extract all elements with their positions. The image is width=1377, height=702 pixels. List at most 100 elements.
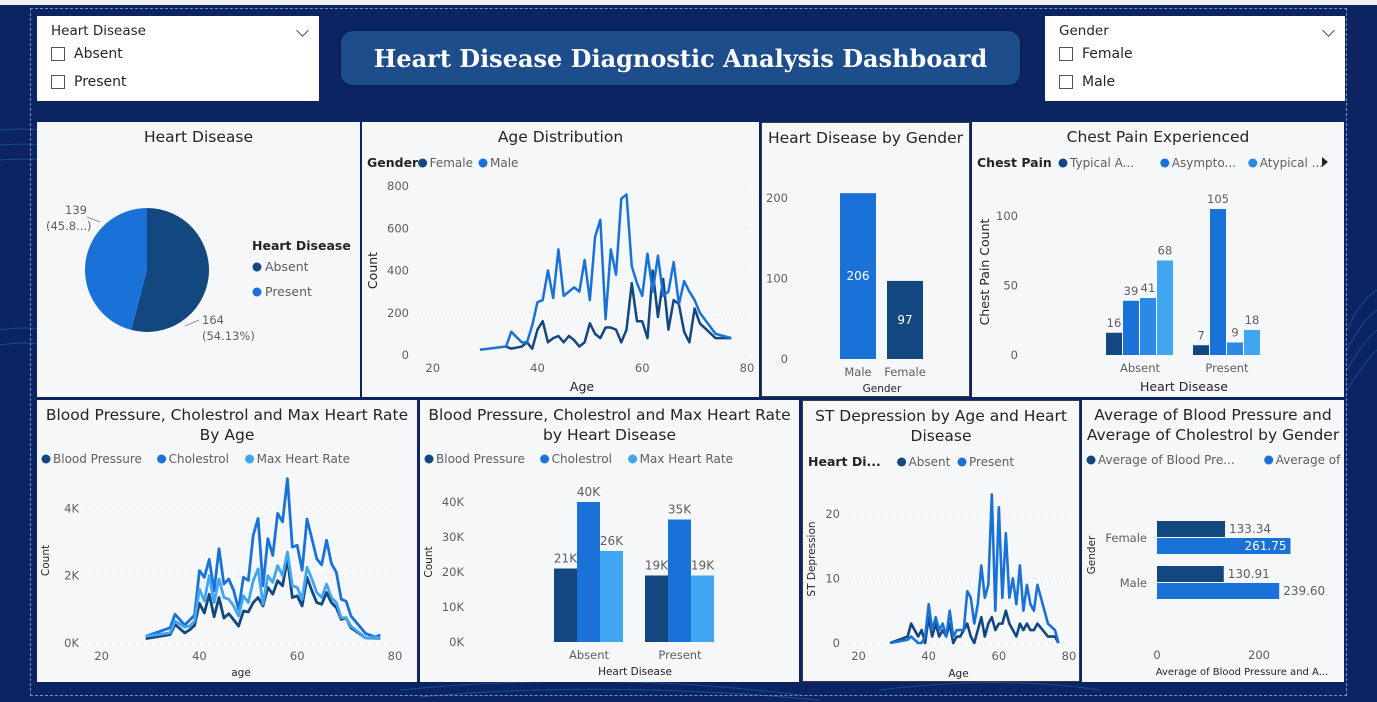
y-tick-label: 200 bbox=[766, 191, 788, 205]
data-label: 16 bbox=[1107, 316, 1122, 330]
pie-chart: 164 (54.13%) 139 (45.8...) Heart Disease Abs… bbox=[46, 203, 351, 343]
pie-slice-absent bbox=[131, 208, 210, 332]
series-line-present bbox=[889, 493, 1060, 645]
legend-marker bbox=[245, 454, 255, 464]
slicer-option-absent[interactable]: Absent bbox=[51, 46, 123, 62]
legend-label: Average of Ch... bbox=[1276, 453, 1344, 467]
data-label: 40K bbox=[577, 485, 601, 499]
legend-marker bbox=[157, 454, 167, 464]
legend-label: Present bbox=[265, 284, 312, 299]
y-tick-label: 20 bbox=[825, 507, 840, 521]
chart-title-line-2: By Age bbox=[199, 426, 255, 444]
bar-absent bbox=[1106, 332, 1122, 355]
y-tick-label: Female bbox=[1105, 531, 1147, 545]
x-tick-label: Absent bbox=[569, 648, 610, 662]
bar-present bbox=[1227, 342, 1243, 355]
chart-title-line-1: Blood Pressure, Cholestrol and Max Heart… bbox=[45, 406, 409, 424]
legend-label: Atypical ... bbox=[1260, 156, 1323, 170]
card-heart-disease-pie[interactable]: Heart Disease 164 (54.13%) 139 (45.8...) He… bbox=[37, 122, 360, 397]
slicer-option-male[interactable]: Male bbox=[1059, 74, 1115, 90]
data-label: 26K bbox=[600, 534, 624, 548]
chevron-down-icon[interactable] bbox=[296, 24, 309, 37]
data-label: 41 bbox=[1141, 281, 1156, 295]
bar-present bbox=[691, 575, 714, 642]
pie-slice-present bbox=[85, 208, 147, 330]
bar-female bbox=[1157, 521, 1226, 537]
data-label: (45.8...) bbox=[46, 219, 92, 233]
legend-title: Heart Di... bbox=[808, 454, 881, 469]
legend-label: Cholestrol bbox=[169, 452, 229, 466]
card-bp-chol-hr-by-age[interactable]: Blood Pressure, Cholestrol and Max Heart… bbox=[37, 400, 417, 682]
x-axis-label: Age bbox=[570, 379, 594, 394]
bar-absent bbox=[1140, 298, 1156, 355]
card-bp-chol-hr-by-heart-disease[interactable]: Blood Pressure, Cholestrol and Max Heart… bbox=[420, 400, 799, 682]
card-age-distribution[interactable]: Age Distribution Gender Female Male 0 200 400… bbox=[362, 122, 759, 397]
legend-label: Max Heart Rate bbox=[640, 452, 733, 466]
series-line-male bbox=[479, 193, 732, 351]
chart-title-line-1: ST Depression by Age and Heart bbox=[815, 407, 1067, 425]
legend-label: Average of Blood Pre... bbox=[1098, 453, 1235, 467]
y-tick-label: 0K bbox=[64, 636, 79, 650]
card-st-depression[interactable]: ST Depression by Age and Heart Disease H… bbox=[802, 400, 1080, 682]
bar-present bbox=[1193, 345, 1209, 355]
checkbox[interactable] bbox=[1059, 75, 1073, 89]
slicer-option-label: Female bbox=[1082, 46, 1133, 62]
slicer-option-female[interactable]: Female bbox=[1059, 46, 1133, 62]
data-label: 19K bbox=[645, 559, 669, 573]
card-heart-disease-by-gender[interactable]: Heart Disease by Gender 0 100 200 206 Male 97… bbox=[761, 122, 970, 397]
canvas-border bbox=[30, 8, 1347, 696]
checkbox[interactable] bbox=[1059, 47, 1073, 61]
x-tick-label: 80 bbox=[388, 649, 403, 663]
checkbox[interactable] bbox=[51, 47, 65, 61]
bar-female bbox=[887, 280, 923, 359]
data-label: 139 bbox=[65, 203, 87, 217]
y-tick-label: 4K bbox=[64, 501, 79, 515]
card-avg-bp-chol-by-gender[interactable]: Average of Blood Pressure and Average of… bbox=[1082, 400, 1344, 682]
x-tick-label: 20 bbox=[94, 649, 109, 663]
slicer-heart-disease[interactable]: Heart Disease Absent Present bbox=[37, 16, 319, 101]
chevron-down-icon[interactable] bbox=[1322, 24, 1335, 37]
y-tick-label: 100 bbox=[996, 209, 1018, 223]
data-label: (54.13%) bbox=[202, 329, 255, 343]
x-tick-label: 80 bbox=[1062, 649, 1077, 663]
gender-bar-chart: 0 100 200 206 Male 97 Female Gender bbox=[766, 191, 926, 395]
legend-marker bbox=[424, 454, 434, 464]
legend-title: Heart Disease bbox=[252, 238, 351, 253]
y-tick-label: 10K bbox=[442, 600, 465, 614]
legend-label: Cholestrol bbox=[552, 452, 612, 466]
x-tick-label: Present bbox=[1205, 361, 1249, 375]
series-line-cholestrol bbox=[145, 477, 381, 639]
checkbox[interactable] bbox=[51, 75, 65, 89]
legend-label: Blood Pressure bbox=[436, 452, 525, 466]
x-tick-label: Female bbox=[884, 365, 926, 379]
y-axis-label: Count bbox=[365, 252, 380, 289]
x-tick-label: 20 bbox=[851, 649, 866, 663]
bar-present bbox=[1244, 329, 1260, 355]
legend-marker bbox=[628, 454, 638, 464]
data-label: 206 bbox=[847, 269, 870, 283]
legend-marker bbox=[1264, 455, 1274, 465]
x-tick-label: Absent bbox=[1120, 361, 1161, 375]
chest-pain-chart: Chest Pain Typical A... Asympto... Atypical… bbox=[977, 155, 1328, 394]
chart-title-line-2: Average of Cholestrol by Gender bbox=[1086, 426, 1340, 444]
x-tick-label: 80 bbox=[740, 361, 755, 375]
legend-marker bbox=[252, 287, 262, 297]
y-tick-label: 400 bbox=[387, 264, 409, 278]
legend-marker bbox=[41, 454, 51, 464]
x-axis-label: age bbox=[231, 667, 251, 679]
y-tick-label: 200 bbox=[387, 306, 409, 320]
y-tick-label: 30K bbox=[442, 530, 465, 544]
chart-title: Heart Disease by Gender bbox=[767, 129, 963, 147]
avg-bp-chol-chart: Average of Blood Pre... Average of Ch... 0… bbox=[1086, 453, 1344, 678]
card-chest-pain[interactable]: Chest Pain Experienced Chest Pain Typical… bbox=[972, 122, 1344, 397]
bar-absent bbox=[1157, 260, 1173, 355]
slicer-gender[interactable]: Gender Female Male bbox=[1045, 16, 1345, 101]
y-tick-label: 800 bbox=[387, 179, 409, 193]
legend-label: Max Heart Rate bbox=[257, 452, 350, 466]
slicer-option-present[interactable]: Present bbox=[51, 74, 127, 90]
x-tick-label: 60 bbox=[635, 361, 650, 375]
y-tick-label: 0K bbox=[449, 635, 464, 649]
legend-marker bbox=[897, 457, 907, 467]
legend-label: Typical A... bbox=[1069, 156, 1134, 170]
data-label: 39 bbox=[1124, 284, 1139, 298]
